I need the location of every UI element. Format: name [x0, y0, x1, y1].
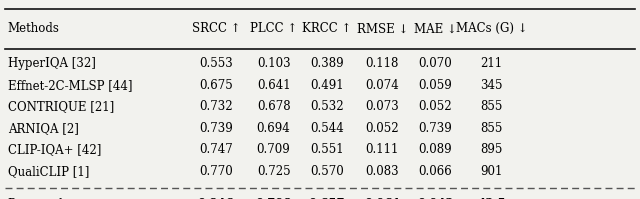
Text: RMSE ↓: RMSE ↓	[356, 22, 408, 35]
Text: 0.747: 0.747	[199, 143, 233, 156]
Text: CLIP-IQA+ [42]: CLIP-IQA+ [42]	[8, 143, 101, 156]
Text: 0.042: 0.042	[417, 198, 454, 199]
Text: 0.118: 0.118	[365, 57, 399, 70]
Text: 43.5: 43.5	[477, 198, 506, 199]
Text: 0.532: 0.532	[310, 100, 344, 113]
Text: 0.052: 0.052	[365, 122, 399, 135]
Text: MACs (G) ↓: MACs (G) ↓	[456, 22, 527, 35]
Text: 0.678: 0.678	[257, 100, 291, 113]
Text: 895: 895	[481, 143, 502, 156]
Text: 0.059: 0.059	[419, 79, 452, 92]
Text: 0.103: 0.103	[257, 57, 291, 70]
Text: 0.544: 0.544	[310, 122, 344, 135]
Text: ARNIQA [2]: ARNIQA [2]	[8, 122, 79, 135]
Text: 345: 345	[480, 79, 503, 92]
Text: 0.089: 0.089	[419, 143, 452, 156]
Text: 0.739: 0.739	[419, 122, 452, 135]
Text: 0.798: 0.798	[255, 198, 292, 199]
Text: 0.725: 0.725	[257, 165, 291, 178]
Text: CONTRIQUE [21]: CONTRIQUE [21]	[8, 100, 114, 113]
Text: 0.770: 0.770	[199, 165, 233, 178]
Text: 0.551: 0.551	[310, 143, 344, 156]
Text: PLCC ↑: PLCC ↑	[250, 22, 297, 35]
Text: 0.111: 0.111	[365, 143, 399, 156]
Text: 0.709: 0.709	[257, 143, 291, 156]
Text: 0.553: 0.553	[199, 57, 233, 70]
Text: 0.052: 0.052	[419, 100, 452, 113]
Text: Methods: Methods	[8, 22, 60, 35]
Text: 0.074: 0.074	[365, 79, 399, 92]
Text: 0.491: 0.491	[310, 79, 344, 92]
Text: 0.732: 0.732	[199, 100, 233, 113]
Text: KRCC ↑: KRCC ↑	[302, 22, 351, 35]
Text: 0.694: 0.694	[257, 122, 291, 135]
Text: 0.066: 0.066	[419, 165, 452, 178]
Text: 0.061: 0.061	[364, 198, 401, 199]
Text: 0.389: 0.389	[310, 57, 344, 70]
Text: 855: 855	[481, 100, 502, 113]
Text: SRCC ↑: SRCC ↑	[192, 22, 240, 35]
Text: MAE ↓: MAE ↓	[414, 22, 457, 35]
Text: 0.073: 0.073	[365, 100, 399, 113]
Text: 0.570: 0.570	[310, 165, 344, 178]
Text: QualiCLIP [1]: QualiCLIP [1]	[8, 165, 89, 178]
Text: 0.739: 0.739	[199, 122, 233, 135]
Text: Proposed: Proposed	[8, 198, 63, 199]
Text: HyperIQA [32]: HyperIQA [32]	[8, 57, 95, 70]
Text: 0.070: 0.070	[419, 57, 452, 70]
Text: Effnet-2C-MLSP [44]: Effnet-2C-MLSP [44]	[8, 79, 132, 92]
Text: 0.641: 0.641	[257, 79, 291, 92]
Text: 901: 901	[481, 165, 502, 178]
Text: 211: 211	[481, 57, 502, 70]
Text: 0.846: 0.846	[198, 198, 234, 199]
Text: 0.083: 0.083	[365, 165, 399, 178]
Text: 0.657: 0.657	[308, 198, 345, 199]
Text: 855: 855	[481, 122, 502, 135]
Text: 0.675: 0.675	[199, 79, 233, 92]
